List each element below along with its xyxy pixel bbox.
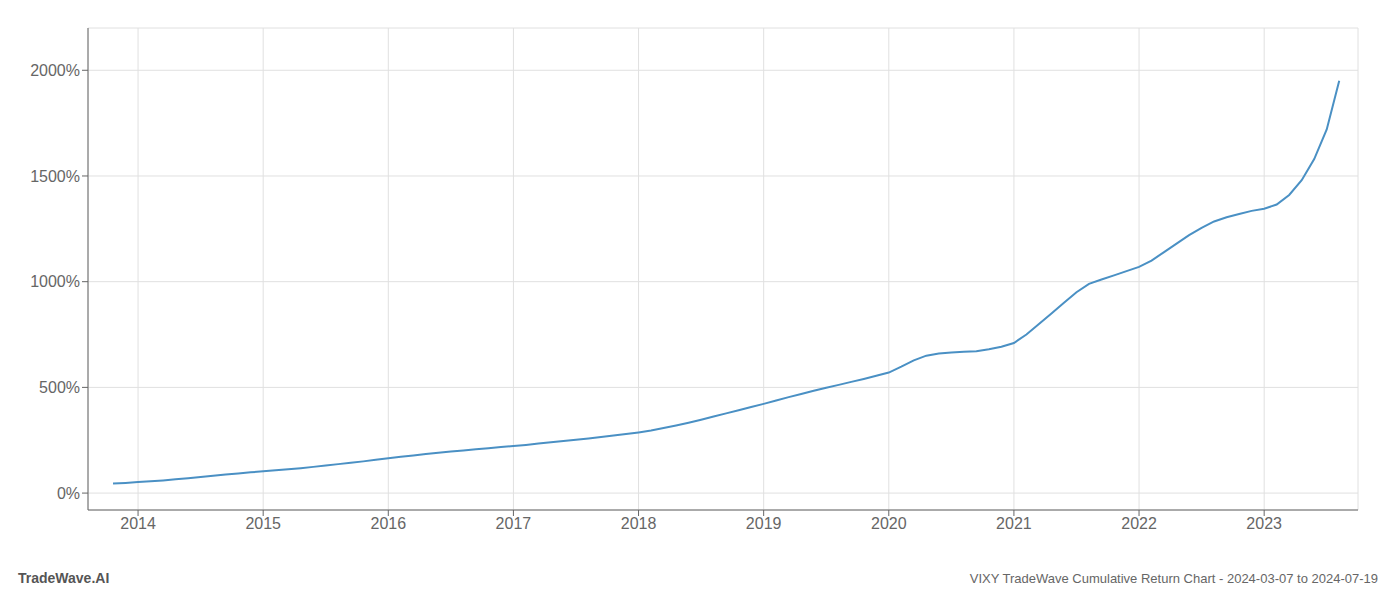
- svg-text:500%: 500%: [39, 379, 80, 396]
- svg-text:2017: 2017: [496, 515, 532, 532]
- svg-text:2016: 2016: [370, 515, 406, 532]
- svg-text:2023: 2023: [1246, 515, 1282, 532]
- html-text:TradeWave.AI: TradeWave.AI: [18, 570, 110, 586]
- svg-text:2000%: 2000%: [30, 62, 80, 79]
- svg-text:2020: 2020: [871, 515, 907, 532]
- html-text:VIXY TradeWave Cumulative Retu: VIXY TradeWave Cumulative Return Chart -…: [969, 571, 1378, 586]
- svg-text:2021: 2021: [996, 515, 1032, 532]
- svg-text:1000%: 1000%: [30, 273, 80, 290]
- svg-text:2014: 2014: [120, 515, 156, 532]
- svg-text:2019: 2019: [746, 515, 782, 532]
- svg-text:2022: 2022: [1121, 515, 1157, 532]
- svg-text:2015: 2015: [245, 515, 281, 532]
- svg-text:0%: 0%: [57, 485, 80, 502]
- svg-text:1500%: 1500%: [30, 168, 80, 185]
- svg-text:2018: 2018: [621, 515, 657, 532]
